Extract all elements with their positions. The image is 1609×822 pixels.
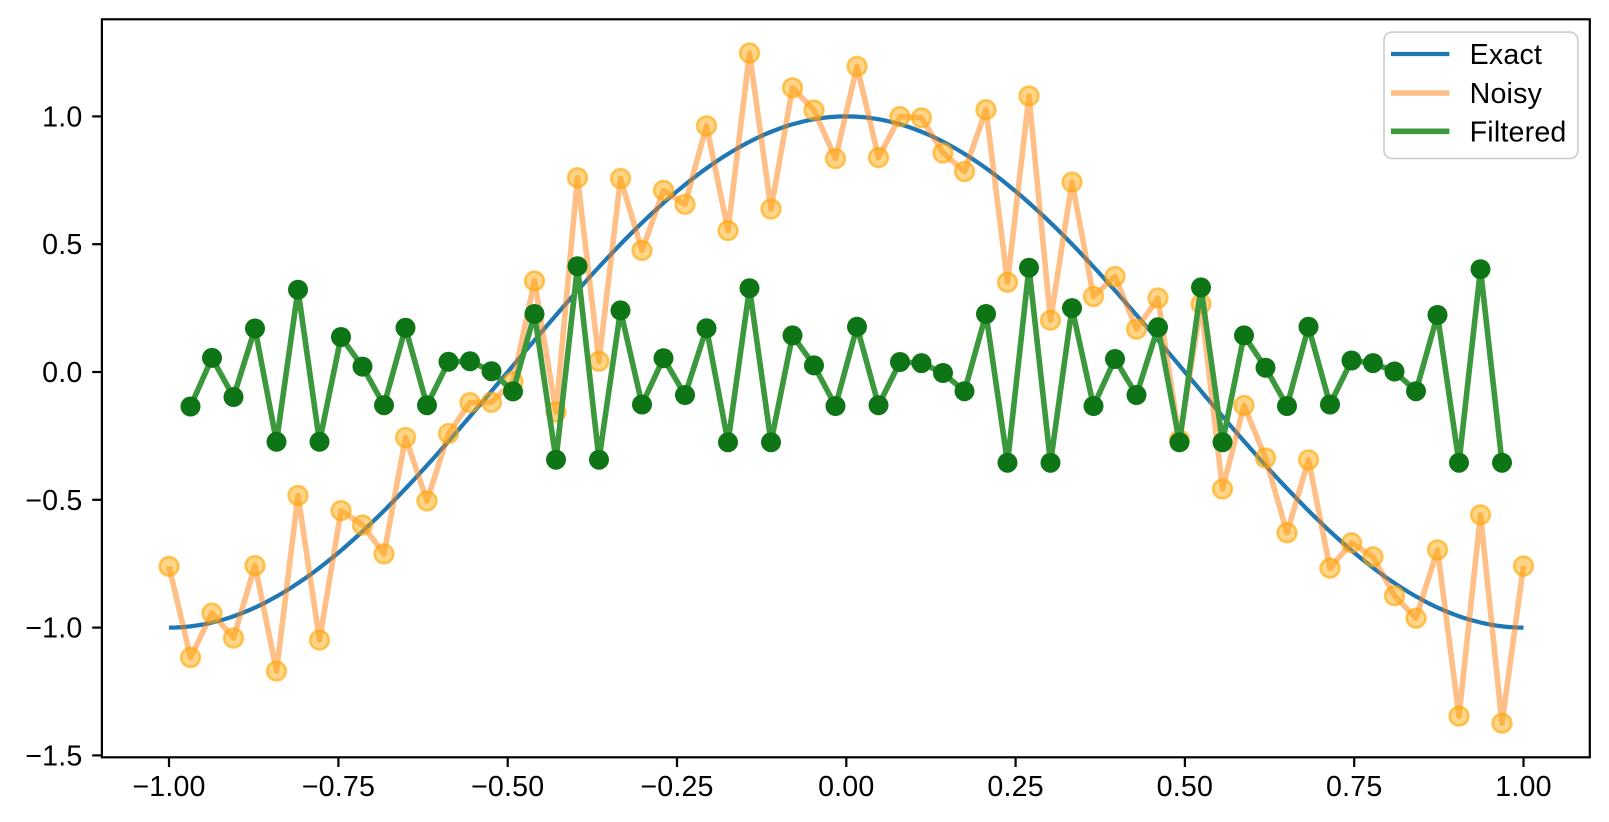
svg-text:Filtered: Filtered: [1470, 116, 1567, 148]
svg-text:−0.5: −0.5: [25, 485, 82, 517]
svg-text:−1.00: −1.00: [132, 771, 205, 803]
svg-text:1.00: 1.00: [1495, 771, 1551, 803]
svg-text:0.00: 0.00: [818, 771, 874, 803]
svg-text:0.5: 0.5: [42, 229, 82, 261]
svg-text:−0.50: −0.50: [471, 771, 544, 803]
svg-text:−1.0: −1.0: [25, 613, 82, 645]
svg-text:0.0: 0.0: [42, 357, 82, 389]
svg-text:0.75: 0.75: [1326, 771, 1382, 803]
svg-text:Noisy: Noisy: [1470, 78, 1543, 110]
svg-text:−0.75: −0.75: [302, 771, 375, 803]
svg-text:1.0: 1.0: [42, 101, 82, 133]
svg-text:0.25: 0.25: [987, 771, 1043, 803]
svg-text:Exact: Exact: [1470, 39, 1543, 71]
svg-text:−1.5: −1.5: [25, 740, 82, 772]
svg-text:0.50: 0.50: [1157, 771, 1213, 803]
svg-text:−0.25: −0.25: [640, 771, 713, 803]
